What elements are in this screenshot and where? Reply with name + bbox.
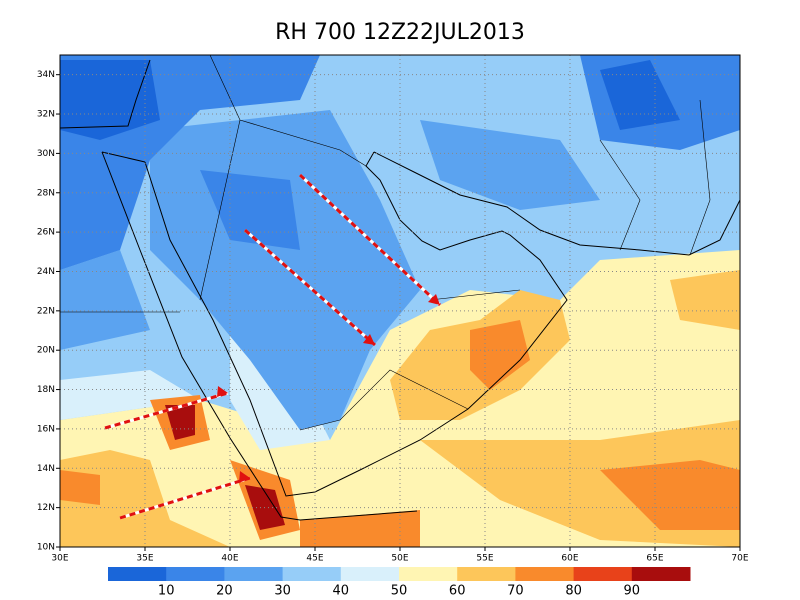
y-tick-label: 32N [37,110,55,120]
colorbar-segment [399,567,458,581]
colorbar-label: 30 [274,584,291,599]
colorbar-label: 90 [624,584,641,599]
colorbar-segment [282,567,342,581]
colorbar-segment [166,567,225,581]
colorbar-label: 70 [507,584,524,599]
x-tick-label: 60E [561,554,578,564]
y-tick-label: 24N [37,267,55,277]
chart-title: RH 700 12Z22JUL2013 [275,20,525,45]
graticule: 30E 35E 40E 45E 50E 55E 60E 65E 70E 10N 12N 14N 16N 1… [37,55,749,564]
colorbar-segment [340,567,400,581]
map-frame [59,54,741,548]
y-tick-label: 18N [37,385,55,395]
x-tick-label: 65E [646,554,663,564]
y-tick-label: 28N [37,188,55,198]
x-tick-label: 30E [51,554,68,564]
colorbar-segment [108,567,167,581]
flow-arrows [104,173,442,520]
colorbar-segment [224,567,284,581]
y-tick-label: 30N [37,149,55,159]
colorbar-label: 60 [449,584,466,599]
x-tick-label: 40E [221,554,238,564]
colorbar: 10 20 30 40 50 60 70 80 90 [108,567,691,599]
colorbar-label: 10 [158,584,175,599]
colorbar-label: 20 [216,584,233,599]
x-tick-label: 35E [136,554,153,564]
x-tick-label: 50E [391,554,408,564]
colorbar-segment [573,567,633,581]
y-tick-label: 22N [37,306,55,316]
y-tick-label: 14N [37,464,55,474]
colorbar-segment [515,567,575,581]
colorbar-label: 40 [333,584,350,599]
y-tick-label: 16N [37,424,55,434]
x-tick-label: 55E [476,554,493,564]
colorbar-segment [457,567,516,581]
y-tick-label: 20N [37,346,55,356]
y-tick-label: 10N [37,543,55,553]
x-tick-label: 45E [306,554,323,564]
y-tick-label: 26N [37,228,55,238]
colorbar-label: 50 [391,584,408,599]
x-tick-label: 70E [731,554,748,564]
colorbar-segment [631,567,691,581]
y-tick-label: 34N [37,70,55,80]
rh-field [60,55,740,547]
y-tick-label: 12N [37,503,55,513]
colorbar-label: 80 [565,584,582,599]
